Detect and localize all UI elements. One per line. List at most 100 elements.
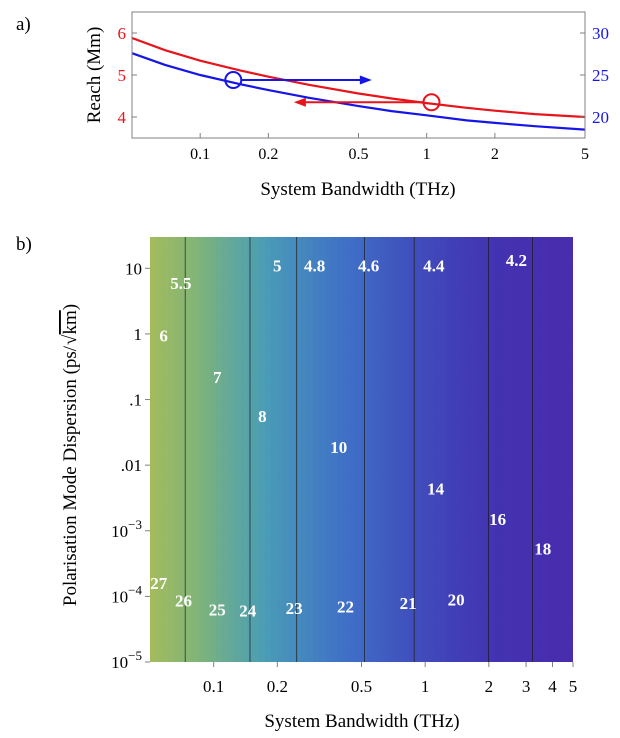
heat-cell [168, 479, 175, 487]
heat-cell [162, 546, 169, 554]
heat-cell [270, 589, 278, 596]
heat-cell [470, 643, 477, 651]
heat-cell [295, 267, 302, 275]
heat-cell [228, 346, 236, 353]
heat-cell [385, 346, 393, 353]
heat-cell [252, 237, 260, 244]
heat-cell [150, 649, 157, 657]
heat-cell [319, 534, 326, 542]
heat-cell [270, 237, 278, 244]
heat-cell [234, 613, 242, 621]
heat-cell [337, 322, 344, 329]
heat-cell [548, 498, 556, 505]
heat-cell [168, 522, 175, 530]
heat-cell [234, 461, 242, 469]
heat-cell [186, 607, 193, 615]
heat-cell [560, 370, 568, 378]
heat-cell [343, 492, 351, 499]
heat-cell [343, 649, 351, 657]
heat-cell [391, 577, 399, 584]
heat-cell [434, 358, 441, 366]
heat-cell [222, 261, 230, 268]
heat-cell [355, 243, 363, 250]
heat-cell [355, 370, 363, 378]
heat-cell [313, 376, 320, 384]
heat-cell [458, 595, 465, 602]
heat-cell [282, 322, 290, 329]
heat-cell [270, 625, 278, 633]
heat-cell [536, 437, 544, 445]
heat-cell [180, 261, 187, 268]
heat-cell [440, 607, 447, 615]
heat-cell [264, 613, 272, 621]
heat-cell [295, 346, 302, 353]
heat-cell [150, 528, 157, 536]
heat-cell [506, 303, 514, 311]
heat-cell [240, 558, 248, 566]
heat-cell [282, 552, 290, 560]
heat-cell [367, 449, 375, 457]
heat-cell [446, 431, 453, 438]
heat-cell [264, 516, 272, 523]
heat-cell [458, 601, 465, 608]
heat-cell [385, 370, 393, 378]
heat-cell [234, 340, 242, 347]
heat-cell [385, 273, 393, 281]
heat-cell [542, 455, 550, 463]
heat-cell [168, 643, 175, 651]
heat-cell [240, 655, 248, 662]
heat-cell [361, 322, 369, 329]
heat-cell [494, 346, 502, 353]
heat-cell [464, 370, 471, 378]
heat-cell [192, 315, 199, 323]
heat-cell [512, 431, 520, 438]
heat-cell [554, 425, 562, 432]
heat-cell [560, 413, 568, 420]
heat-cell [367, 425, 375, 432]
heat-cell [186, 261, 193, 268]
heat-cell [240, 479, 248, 487]
heat-cell [150, 577, 157, 584]
heat-cell [301, 370, 308, 378]
heat-cell [548, 528, 556, 536]
heat-cell [403, 261, 411, 268]
heat-cell [421, 285, 429, 293]
heat-cell [288, 303, 296, 311]
heat-cell [512, 309, 520, 317]
heat-cell [415, 437, 423, 445]
heat-cell [446, 449, 453, 457]
heat-cell [313, 285, 320, 293]
heat-cell [548, 334, 556, 341]
heat-cell [264, 595, 272, 602]
heat-cell [258, 291, 266, 299]
heat-cell [276, 346, 284, 353]
heat-cell [264, 546, 272, 554]
heat-cell [512, 303, 520, 311]
heat-cell [282, 394, 290, 402]
heat-cell [409, 643, 417, 651]
heat-cell [464, 315, 471, 323]
heat-cell [566, 504, 573, 511]
heat-cell [204, 510, 212, 517]
heat-cell [198, 540, 205, 548]
heat-cell [470, 267, 477, 275]
heat-cell [530, 346, 538, 353]
heat-cell [174, 485, 181, 493]
heat-cell [319, 643, 326, 651]
heat-cell [174, 534, 181, 542]
heat-cell [210, 522, 218, 530]
heat-cell [397, 498, 405, 505]
heat-cell [524, 340, 532, 347]
heat-cell [566, 455, 573, 463]
heat-cell [307, 479, 314, 487]
heat-cell [536, 364, 544, 372]
heat-cell [258, 455, 266, 463]
heat-cell [470, 601, 477, 608]
heat-cell [295, 237, 302, 244]
heat-cell [168, 583, 175, 590]
heat-cell [415, 583, 423, 590]
heat-cell [343, 364, 351, 372]
heat-cell [440, 413, 447, 420]
heat-cell [295, 273, 302, 281]
heat-cell [397, 564, 405, 572]
